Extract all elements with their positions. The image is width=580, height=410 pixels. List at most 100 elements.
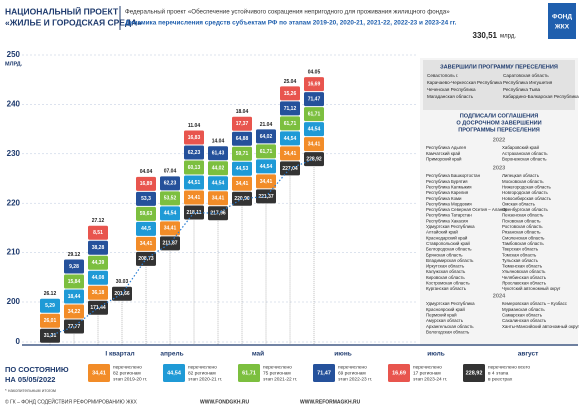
date-label: 30.03 (116, 279, 129, 285)
segment-label: 59,63 (140, 211, 153, 217)
legend-text: перечислено (338, 365, 367, 370)
region: Сахалинская область (502, 318, 547, 323)
region: Нижегородская область (502, 184, 552, 189)
region: Республика Татарстан (426, 213, 472, 218)
segment (136, 191, 156, 206)
segment-label: 16,69 (308, 81, 321, 87)
month-label: май (252, 350, 264, 358)
site: WWW.FONDGKH.RU (200, 399, 250, 405)
region: Мурманская область (502, 307, 545, 312)
region: Кемеровская область – Кузбасс (502, 301, 568, 306)
segment (184, 145, 204, 160)
segment-label: 5,29 (45, 303, 55, 309)
segment (280, 101, 300, 116)
panel-title: О ДОСРОЧНОМ ЗАВЕРШЕНИИ (456, 120, 541, 126)
panel-title: ЗАВЕРШИЛИ ПРОГРАММУ ПЕРЕСЕЛЕНИЯ (440, 64, 558, 70)
segment (184, 175, 204, 190)
y-tick-label: 200 (7, 297, 21, 306)
date-label: 14.04 (212, 139, 225, 145)
region: Вологодская область (426, 329, 470, 334)
segment (184, 160, 204, 175)
logo-box (548, 3, 576, 39)
month-label: июль (427, 351, 445, 358)
region: Кабардино-Балкарская Республика (503, 94, 579, 99)
region: Рязанская область (502, 230, 541, 235)
legend-text: перечислено (188, 365, 217, 370)
region: Московская область (502, 179, 544, 184)
segment-label: 34,41 (260, 179, 273, 185)
subtitle: Федеральный проект «Обеспечение устойчив… (125, 9, 450, 16)
legend-value: 34,41 (92, 370, 106, 376)
region: Владимирская область (426, 258, 474, 263)
segment-label: 17,37 (236, 121, 249, 127)
segment (184, 190, 204, 205)
region: Саратовская область (503, 73, 549, 78)
segment-label: 44,53 (236, 166, 249, 172)
segment-label: 44,54 (284, 136, 297, 142)
region: Калужская область (426, 269, 466, 274)
region: Архангельская область (426, 324, 474, 329)
region: Ульяновская область (502, 269, 546, 274)
segment-label: 44,08 (92, 275, 105, 281)
segment (280, 146, 300, 161)
segment (280, 86, 300, 101)
region: Приморский край (426, 156, 462, 161)
region: Пермский край (426, 312, 457, 317)
segment (136, 221, 156, 236)
y-tick-label: 0 (16, 337, 21, 346)
legend-text: 17 регионам (413, 370, 441, 376)
date-label: 29.12 (68, 252, 81, 258)
region: Республика Хакасия (426, 218, 468, 223)
region: Челябинская область (502, 275, 547, 280)
segment-label: 44,51 (188, 180, 201, 186)
month-label: I квартал (105, 351, 134, 358)
segment (208, 176, 228, 191)
region: Новосибирская область (502, 196, 552, 201)
segment (88, 225, 108, 240)
segment-label: 15,84 (68, 279, 81, 285)
region: Амурская область (426, 318, 464, 323)
segment-label: 15,26 (284, 91, 297, 97)
month-label: август (518, 351, 539, 358)
segment-label: 64,88 (236, 136, 249, 142)
segment-label: 34,41 (212, 196, 225, 202)
legend-swatch (88, 364, 110, 382)
region: Красноярский край (426, 307, 465, 312)
region: Республика Мордовия (426, 201, 472, 206)
segment-label: 44,54 (212, 181, 225, 187)
region: Псковская область (502, 218, 541, 223)
segment (136, 176, 156, 191)
segment-label: 34,41 (308, 141, 321, 147)
segment-label: 59,71 (236, 151, 249, 157)
region: Самарская область (502, 312, 543, 317)
year-label: 2023 (493, 165, 505, 171)
legend-text: в реестрах (488, 377, 513, 382)
segment-label: 71,47 (308, 96, 321, 102)
y-unit: МЛРД. (5, 61, 23, 67)
segment (136, 206, 156, 221)
note: * накопительным итогом (5, 388, 56, 393)
region: Воронежская область (502, 156, 547, 161)
legend-text: 82 регионам (188, 370, 216, 376)
segment (64, 304, 84, 319)
legend-text: в 4 этапа (488, 370, 509, 376)
region: Костромская область (426, 281, 470, 286)
y-tick-label: 210 (7, 248, 21, 257)
total-label: 201,66 (114, 291, 130, 297)
region: Пензенская область (502, 213, 544, 218)
region: Республика Ингушетия (503, 80, 553, 85)
region: Ханты-Мансийский автономный округ – Югра (502, 324, 580, 329)
segment-label: 61,71 (308, 111, 321, 117)
date-label: 25.04 (284, 79, 297, 85)
region: Республика Карелия (426, 190, 469, 195)
segment (64, 289, 84, 304)
total-unit: млрд. (500, 34, 516, 40)
segment-label: 44,5 (141, 226, 151, 232)
region: Республика Адыгея (426, 145, 467, 150)
segment-label: 16,83 (188, 135, 201, 141)
region: Омская область (502, 201, 536, 206)
region: Магаданская область (427, 94, 474, 99)
legend-text: 75 регионам (263, 370, 291, 376)
legend-swatch (388, 364, 410, 382)
panel-title: ПРОГРАММЫ ПЕРЕСЕЛЕНИЯ (458, 127, 540, 133)
